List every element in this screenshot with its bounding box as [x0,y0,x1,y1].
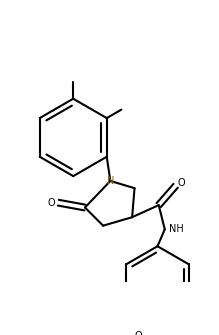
Text: NH: NH [170,224,184,234]
Text: N: N [107,176,114,186]
Text: O: O [134,331,142,335]
Text: O: O [178,178,185,188]
Text: O: O [47,198,55,208]
